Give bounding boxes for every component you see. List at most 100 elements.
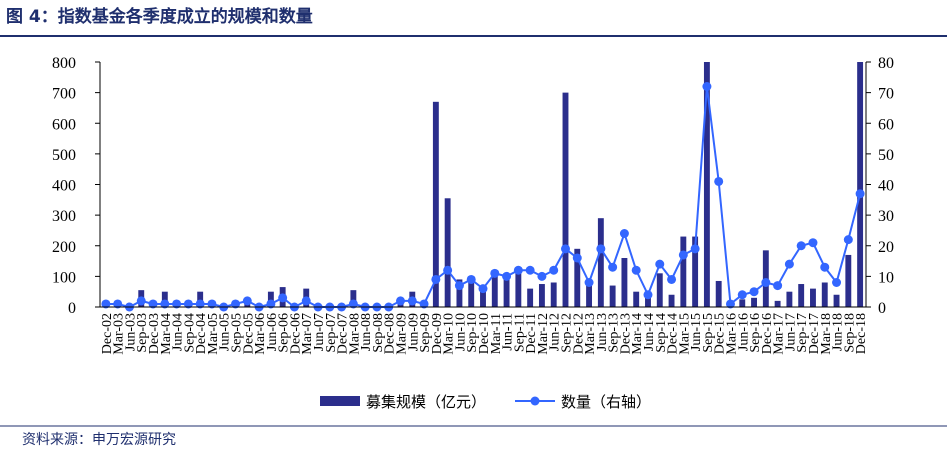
x-tick-label: Mar-08 xyxy=(347,313,362,355)
point xyxy=(678,250,688,260)
point xyxy=(348,299,358,309)
legend-label: 数量（右轴） xyxy=(561,393,651,411)
bar xyxy=(633,291,640,307)
y-tick-label: 500 xyxy=(52,147,76,164)
y-tick-label: 200 xyxy=(52,239,76,256)
bar xyxy=(161,291,168,307)
point xyxy=(619,229,629,238)
bar xyxy=(538,284,545,307)
x-tick-label: Mar-04 xyxy=(159,313,174,355)
bar xyxy=(656,273,663,307)
point xyxy=(537,271,547,281)
bar xyxy=(503,279,510,307)
x-tick-label: Jun-14 xyxy=(642,313,657,351)
x-tick-label: Sep-17 xyxy=(795,313,810,353)
x-tick-label: Jun-12 xyxy=(548,313,563,351)
point xyxy=(431,274,441,284)
bar xyxy=(703,62,710,307)
bar xyxy=(786,291,793,307)
point xyxy=(148,299,158,309)
bar xyxy=(833,294,840,307)
bar xyxy=(267,291,274,307)
point xyxy=(643,290,653,300)
x-tick-label: Dec-13 xyxy=(618,313,633,354)
x-tick-label: Jun-07 xyxy=(312,313,327,351)
bar xyxy=(444,198,451,307)
x-tick-label: Dec-08 xyxy=(383,313,398,354)
x-tick-label: Mar-11 xyxy=(489,313,504,354)
point xyxy=(502,271,512,281)
point xyxy=(608,262,618,272)
x-tick-label: Mar-17 xyxy=(772,313,787,355)
bar xyxy=(774,300,781,307)
x-tick-label: Mar-14 xyxy=(630,313,645,355)
x-tick-label: Mar-16 xyxy=(724,313,739,355)
point xyxy=(396,296,406,306)
x-tick-label: Mar-15 xyxy=(677,313,692,355)
point xyxy=(183,299,193,309)
point xyxy=(749,287,759,297)
bar xyxy=(456,279,463,307)
x-tick-label: Mar-07 xyxy=(300,313,315,355)
x-tick-label: Mar-12 xyxy=(536,313,551,355)
x-tick-label: Dec-18 xyxy=(854,313,869,354)
x-tick-label: Dec-05 xyxy=(241,313,256,354)
x-tick-label: Dec-09 xyxy=(430,313,445,354)
bar xyxy=(515,273,522,307)
bar xyxy=(597,218,604,307)
y2-tick-label: 0 xyxy=(878,300,886,317)
x-tick-label: Dec-10 xyxy=(477,313,492,354)
x-tick-label: Sep-10 xyxy=(465,313,480,353)
point xyxy=(207,299,217,309)
point xyxy=(419,299,429,309)
bar xyxy=(692,236,699,307)
x-tick-label: Dec-07 xyxy=(336,313,351,354)
x-tick-label: Mar-13 xyxy=(583,313,598,355)
x-tick-label: Jun-18 xyxy=(831,313,846,351)
point xyxy=(101,299,111,309)
bar xyxy=(845,254,852,307)
point xyxy=(490,268,500,278)
point xyxy=(466,274,476,284)
x-tick-label: Dec-15 xyxy=(713,313,728,354)
x-tick-label: Jun-15 xyxy=(689,313,704,351)
y-tick-label: 100 xyxy=(52,269,76,286)
point xyxy=(584,278,594,287)
x-tick-label: Sep-14 xyxy=(654,313,669,353)
legend-point xyxy=(530,396,540,406)
x-tick-label: Sep-07 xyxy=(324,313,339,353)
point xyxy=(443,265,453,275)
point xyxy=(843,235,853,245)
point xyxy=(596,244,606,254)
x-tick-label: Jun-05 xyxy=(218,313,233,351)
x-tick-label: Sep-16 xyxy=(748,313,763,353)
bar xyxy=(810,288,816,307)
x-tick-label: Dec-11 xyxy=(524,313,539,354)
x-tick-label: Jun-08 xyxy=(359,313,374,351)
x-tick-label: Sep-11 xyxy=(512,313,527,352)
point xyxy=(655,259,665,269)
x-tick-label: Sep-03 xyxy=(135,313,150,353)
y2-tick-label: 40 xyxy=(878,178,894,195)
point xyxy=(631,265,641,275)
point xyxy=(832,278,842,287)
bar xyxy=(621,258,628,307)
x-tick-label: Jun-09 xyxy=(406,313,421,351)
y-tick-label: 800 xyxy=(52,55,76,72)
y2-tick-label: 10 xyxy=(878,269,894,286)
x-tick-label: Sep-13 xyxy=(607,313,622,353)
x-tick-label: Jun-04 xyxy=(171,313,186,351)
x-tick-label: Dec-16 xyxy=(760,313,775,354)
bar xyxy=(798,284,805,307)
y2-tick-label: 30 xyxy=(878,208,894,225)
x-tick-label: Dec-02 xyxy=(100,313,115,354)
point xyxy=(796,241,806,251)
y-tick-label: 300 xyxy=(52,208,76,225)
bar xyxy=(668,294,675,307)
x-tick-label: Sep-06 xyxy=(277,313,292,353)
x-tick-label: Mar-03 xyxy=(112,313,127,355)
point xyxy=(761,278,771,287)
x-tick-label: Sep-04 xyxy=(182,313,197,353)
x-tick-label: Dec-17 xyxy=(807,313,822,354)
y-tick-label: 0 xyxy=(68,300,76,317)
